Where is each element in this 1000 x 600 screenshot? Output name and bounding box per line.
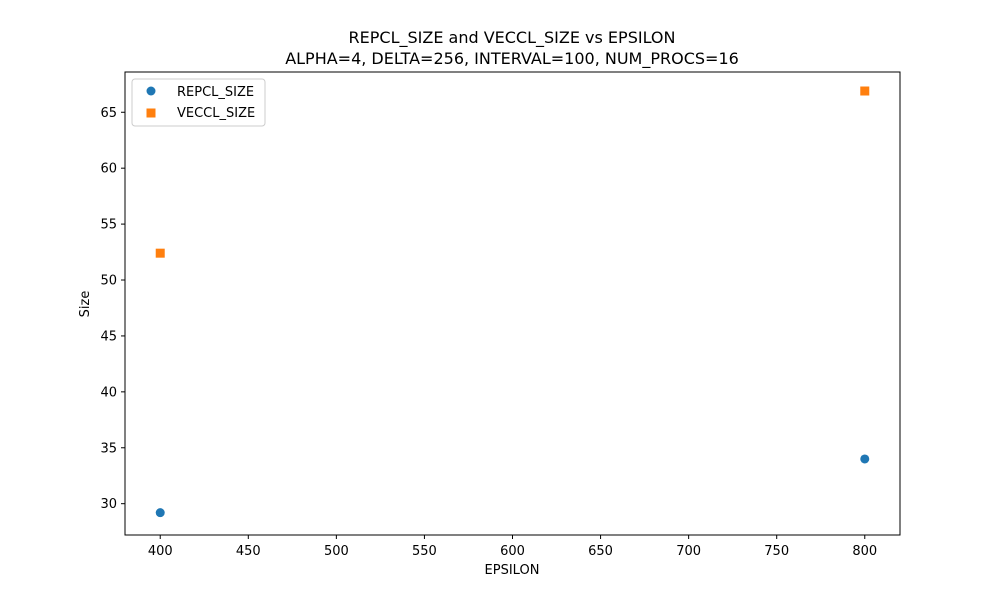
data-points <box>155 86 870 518</box>
x-tick-label: 400 <box>148 544 173 559</box>
y-tick-label: 50 <box>100 274 117 289</box>
x-tick-label: 750 <box>764 544 789 559</box>
x-axis-ticks: 400 450 500 550 600 650 700 750 800 <box>148 535 877 559</box>
y-tick-label: 30 <box>100 497 117 512</box>
legend-marker-veccl <box>146 108 156 118</box>
legend-label-veccl: VECCL_SIZE <box>177 106 255 121</box>
point-veccl-size <box>155 248 165 258</box>
legend-label-repcl: REPCL_SIZE <box>177 85 254 100</box>
x-tick-label: 550 <box>412 544 437 559</box>
y-tick-label: 40 <box>100 385 117 400</box>
point-veccl-size <box>860 86 870 96</box>
x-tick-label: 800 <box>852 544 877 559</box>
x-tick-label: 500 <box>324 544 349 559</box>
x-tick-label: 650 <box>588 544 613 559</box>
point-repcl-size <box>155 508 165 518</box>
chart-subtitle: ALPHA=4, DELTA=256, INTERVAL=100, NUM_PR… <box>285 49 739 69</box>
chart-title: REPCL_SIZE and VECCL_SIZE vs EPSILON <box>349 28 676 48</box>
y-axis-label: Size <box>78 291 93 318</box>
x-tick-label: 700 <box>676 544 701 559</box>
y-axis-ticks: 30 35 40 45 50 55 60 65 <box>100 106 125 512</box>
legend-marker-repcl <box>146 86 156 96</box>
y-tick-label: 60 <box>100 162 117 177</box>
plot-area-frame <box>124 71 901 536</box>
y-tick-label: 55 <box>100 218 117 233</box>
x-tick-label: 600 <box>500 544 525 559</box>
point-repcl-size <box>860 454 870 464</box>
x-tick-label: 450 <box>236 544 261 559</box>
y-tick-label: 35 <box>100 441 117 456</box>
legend-box <box>131 78 266 127</box>
y-tick-label: 65 <box>100 106 117 121</box>
x-axis-label: EPSILON <box>485 563 540 578</box>
y-tick-label: 45 <box>100 329 117 344</box>
legend: REPCL_SIZE VECCL_SIZE <box>131 78 266 127</box>
